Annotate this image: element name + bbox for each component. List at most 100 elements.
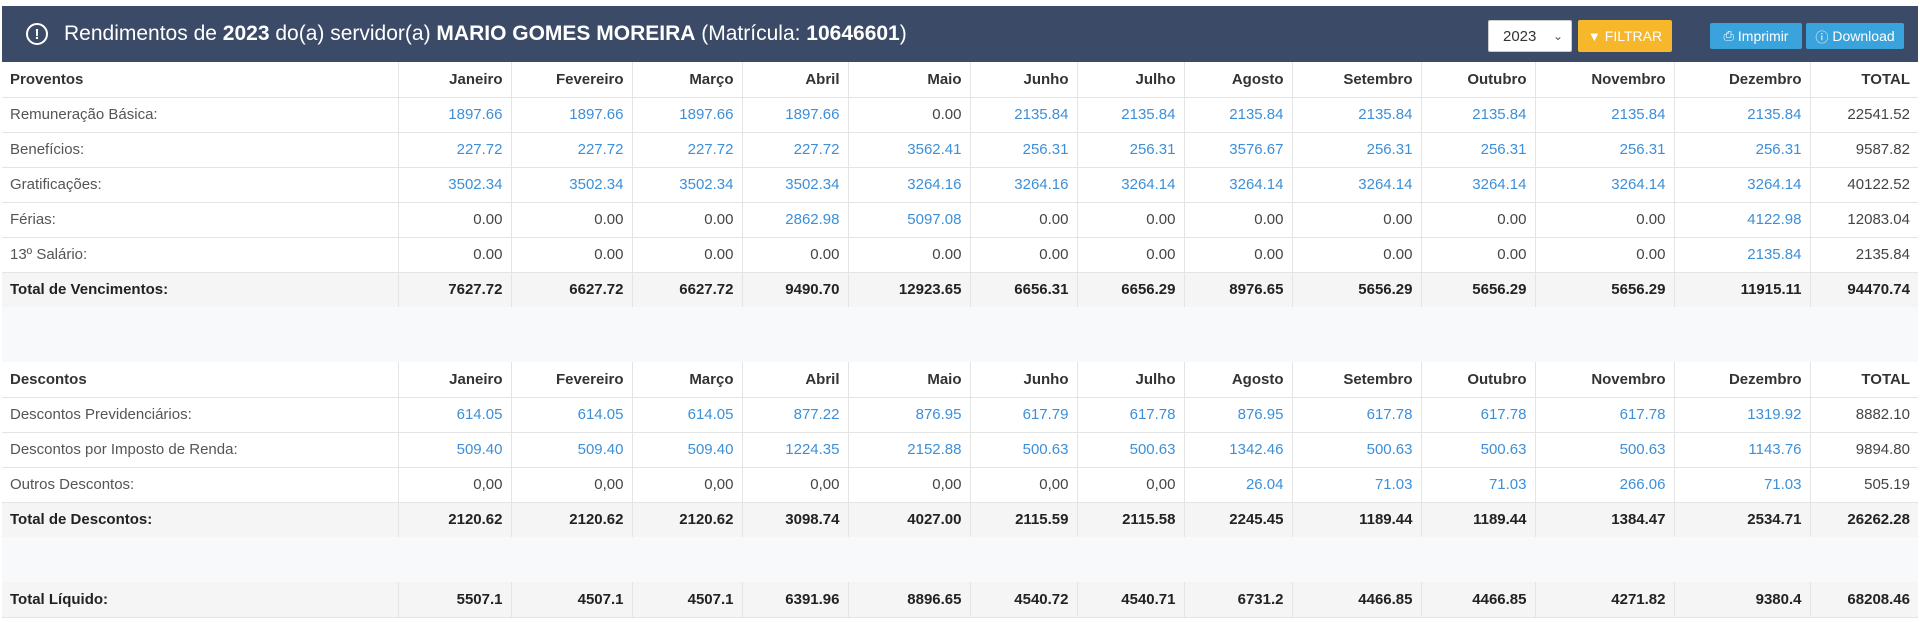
column-header: Novembro [1534, 62, 1674, 98]
value-link[interactable]: 3264.14 [1534, 167, 1674, 203]
year-select[interactable]: 2023 ⌄ [1488, 20, 1572, 52]
total-value: 9380.4 [1673, 582, 1810, 618]
value-link[interactable]: 3562.41 [847, 132, 970, 168]
value-link[interactable]: 3264.14 [1420, 167, 1535, 203]
printer-icon: ⎙ [1723, 28, 1734, 43]
value-link[interactable]: 1897.66 [397, 97, 511, 133]
value-cell: 0,00 [847, 467, 970, 503]
value-link[interactable]: 256.31 [969, 132, 1077, 168]
value-link[interactable]: 876.95 [847, 397, 970, 433]
value-link[interactable]: 2135.84 [1673, 237, 1810, 273]
value-link[interactable]: 1897.66 [741, 97, 848, 133]
table-row: Outros Descontos: 0,00 0,00 0,00 0,00 0,00 0,0… [2, 467, 1918, 503]
value-link[interactable]: 227.72 [397, 132, 511, 168]
value-link[interactable]: 617.78 [1076, 397, 1184, 433]
total-row: Total de Descontos: 2120.62 2120.62 2120.62… [2, 502, 1918, 538]
value-link[interactable]: 256.31 [1291, 132, 1421, 168]
value-link[interactable]: 256.31 [1673, 132, 1810, 168]
value-cell: 0,00 [631, 467, 742, 503]
column-header: Junho [969, 62, 1077, 98]
total-value: 94470.74 [1809, 272, 1918, 308]
value-cell: 0.00 [1420, 237, 1535, 273]
total-value: 12923.65 [847, 272, 970, 308]
value-link[interactable]: 3502.34 [510, 167, 632, 203]
value-link[interactable]: 617.79 [969, 397, 1077, 433]
value-link[interactable]: 3264.14 [1183, 167, 1292, 203]
value-link[interactable]: 2135.84 [969, 97, 1077, 133]
value-cell: 0.00 [510, 237, 632, 273]
value-link[interactable]: 2135.84 [1291, 97, 1421, 133]
value-link[interactable]: 227.72 [631, 132, 742, 168]
chevron-down-icon: ⌄ [1552, 29, 1563, 43]
value-link[interactable]: 3264.16 [969, 167, 1077, 203]
value-link[interactable]: 3576.67 [1183, 132, 1292, 168]
value-link[interactable]: 617.78 [1420, 397, 1535, 433]
value-link[interactable]: 227.72 [510, 132, 632, 168]
value-link[interactable]: 256.31 [1420, 132, 1535, 168]
value-link[interactable]: 2152.88 [847, 432, 970, 468]
value-cell: 0.00 [969, 237, 1077, 273]
value-link[interactable]: 1224.35 [741, 432, 848, 468]
value-link[interactable]: 3264.16 [847, 167, 970, 203]
print-button[interactable]: ⎙ Imprimir [1710, 23, 1802, 49]
value-link[interactable]: 3502.34 [631, 167, 742, 203]
value-link[interactable]: 1319.92 [1673, 397, 1810, 433]
value-link[interactable]: 71.03 [1673, 467, 1810, 503]
value-link[interactable]: 500.63 [1534, 432, 1674, 468]
value-link[interactable]: 3264.14 [1291, 167, 1421, 203]
table-row: Férias: 0.00 0.00 0.00 2862.98 5097.08 0.00 0.0… [2, 202, 1918, 238]
value-link[interactable]: 614.05 [631, 397, 742, 433]
value-cell: 0.00 [741, 237, 848, 273]
value-cell: 22541.52 [1809, 97, 1918, 133]
value-link[interactable]: 509.40 [631, 432, 742, 468]
value-link[interactable]: 3264.14 [1076, 167, 1184, 203]
value-link[interactable]: 617.78 [1534, 397, 1674, 433]
filter-button[interactable]: ▼ FILTRAR [1578, 20, 1672, 52]
value-link[interactable]: 26.04 [1183, 467, 1292, 503]
value-cell: 0.00 [847, 97, 970, 133]
value-link[interactable]: 227.72 [741, 132, 848, 168]
value-cell: 0,00 [397, 467, 511, 503]
value-link[interactable]: 2135.84 [1183, 97, 1292, 133]
value-link[interactable]: 509.40 [397, 432, 511, 468]
value-link[interactable]: 4122.98 [1673, 202, 1810, 238]
value-link[interactable]: 2135.84 [1534, 97, 1674, 133]
value-link[interactable]: 876.95 [1183, 397, 1292, 433]
value-cell: 40122.52 [1809, 167, 1918, 203]
value-link[interactable]: 1897.66 [631, 97, 742, 133]
value-link[interactable]: 500.63 [969, 432, 1077, 468]
value-link[interactable]: 2135.84 [1076, 97, 1184, 133]
value-link[interactable]: 617.78 [1291, 397, 1421, 433]
value-link[interactable]: 2135.84 [1673, 97, 1810, 133]
table-row: Benefícios: 227.72 227.72 227.72 227.72 3562.… [2, 132, 1918, 168]
value-link[interactable]: 1342.46 [1183, 432, 1292, 468]
filter-icon: ▼ [1587, 28, 1601, 44]
value-link[interactable]: 3502.34 [741, 167, 848, 203]
download-button[interactable]: ⓘ Download [1806, 23, 1904, 49]
column-header: Dezembro [1673, 62, 1810, 98]
value-link[interactable]: 5097.08 [847, 202, 970, 238]
value-link[interactable]: 614.05 [397, 397, 511, 433]
value-link[interactable]: 266.06 [1534, 467, 1674, 503]
value-link[interactable]: 877.22 [741, 397, 848, 433]
value-link[interactable]: 256.31 [1534, 132, 1674, 168]
value-link[interactable]: 3502.34 [397, 167, 511, 203]
value-link[interactable]: 1897.66 [510, 97, 632, 133]
value-link[interactable]: 2862.98 [741, 202, 848, 238]
column-header: Junho [969, 362, 1077, 398]
value-link[interactable]: 71.03 [1291, 467, 1421, 503]
value-link[interactable]: 71.03 [1420, 467, 1535, 503]
value-link[interactable]: 2135.84 [1420, 97, 1535, 133]
column-header: Outubro [1420, 362, 1535, 398]
value-link[interactable]: 500.63 [1420, 432, 1535, 468]
value-link[interactable]: 509.40 [510, 432, 632, 468]
value-link[interactable]: 256.31 [1076, 132, 1184, 168]
table-row: Gratificações: 3502.34 3502.34 3502.34 3502.… [2, 167, 1918, 203]
total-value: 5656.29 [1534, 272, 1674, 308]
value-link[interactable]: 3264.14 [1673, 167, 1810, 203]
value-link[interactable]: 1143.76 [1673, 432, 1810, 468]
value-link[interactable]: 500.63 [1291, 432, 1421, 468]
value-link[interactable]: 500.63 [1076, 432, 1184, 468]
column-header: Agosto [1183, 362, 1292, 398]
value-link[interactable]: 614.05 [510, 397, 632, 433]
